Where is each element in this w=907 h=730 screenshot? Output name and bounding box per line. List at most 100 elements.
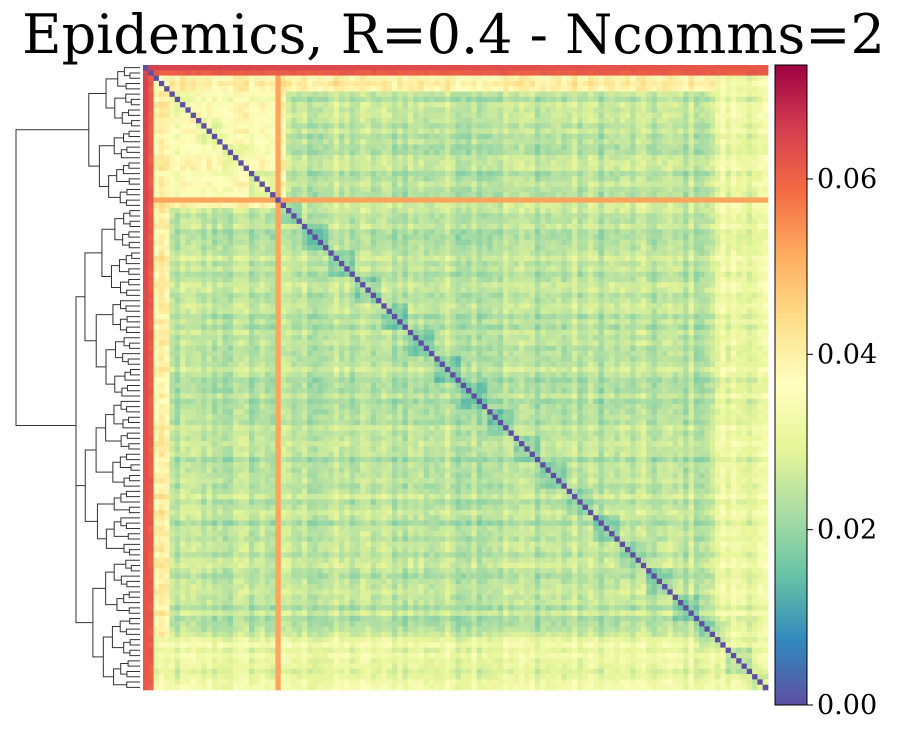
heatmap-cell <box>391 223 398 230</box>
heatmap-cell <box>481 75 488 82</box>
heatmap-cell <box>148 107 154 114</box>
heatmap-cell <box>397 170 403 177</box>
heatmap-cell <box>746 165 753 172</box>
heatmap-cell <box>413 208 419 214</box>
heatmap-cell <box>349 96 356 103</box>
heatmap-cell <box>360 170 366 177</box>
heatmap-cell <box>381 112 387 119</box>
heatmap-cell <box>534 86 541 92</box>
heatmap-cell <box>280 128 287 135</box>
heatmap-cell <box>762 234 769 241</box>
heatmap-cell <box>143 255 149 262</box>
heatmap-cell <box>143 192 149 198</box>
heatmap-cell <box>248 133 255 140</box>
heatmap-cell <box>333 276 340 283</box>
heatmap-cell <box>730 192 737 198</box>
heatmap-cell <box>492 192 499 198</box>
heatmap-cell <box>481 223 488 230</box>
heatmap-cell <box>270 276 276 283</box>
heatmap-cell <box>450 155 456 161</box>
heatmap-cell <box>603 239 610 246</box>
heatmap-cell <box>423 239 430 246</box>
heatmap-cell <box>328 181 335 188</box>
heatmap-cell <box>609 144 615 151</box>
heatmap-cell <box>455 86 462 92</box>
heatmap-cell <box>296 276 303 283</box>
heatmap-cell <box>434 139 440 145</box>
heatmap-cell <box>222 65 229 71</box>
heatmap-cell <box>460 155 467 161</box>
heatmap-cell <box>656 80 663 87</box>
heatmap-cell <box>227 160 234 166</box>
heatmap-cell <box>222 96 229 103</box>
heatmap-cell <box>338 133 345 140</box>
heatmap-cell <box>386 102 393 108</box>
heatmap-cell <box>174 65 181 71</box>
heatmap-cell <box>715 112 721 119</box>
heatmap-cell <box>354 229 361 235</box>
heatmap-cell <box>254 239 260 246</box>
heatmap-cell <box>413 186 419 193</box>
heatmap-cell <box>301 239 308 246</box>
heatmap-cell <box>344 245 350 251</box>
heatmap-cell <box>360 260 366 267</box>
heatmap-cell <box>444 271 451 278</box>
heatmap-cell <box>752 213 758 219</box>
heatmap-cell <box>402 86 409 92</box>
heatmap-cell <box>317 239 324 246</box>
chart-title: Epidemics, R=0.4 - Ncomms=2 <box>22 3 885 66</box>
heatmap-cell <box>227 266 234 272</box>
heatmap-cell <box>158 282 165 288</box>
dendrogram-link <box>115 341 125 359</box>
heatmap-cell <box>519 223 525 230</box>
heatmap-cell <box>450 86 456 92</box>
heatmap-cell <box>508 133 515 140</box>
heatmap-cell <box>439 170 446 177</box>
heatmap-cell <box>487 186 493 193</box>
heatmap-cell <box>307 155 313 161</box>
heatmap-cell <box>524 176 531 182</box>
heatmap-cell <box>460 208 467 214</box>
heatmap-cell <box>238 144 244 151</box>
heatmap-cell <box>248 276 255 283</box>
heatmap-cell <box>376 229 382 235</box>
heatmap-cell <box>402 234 409 241</box>
heatmap-cell <box>270 160 276 166</box>
heatmap-cell <box>211 133 218 140</box>
heatmap-cell <box>699 271 705 278</box>
heatmap-cell <box>180 208 186 214</box>
heatmap-cell <box>746 75 753 82</box>
heatmap-cell <box>587 260 594 267</box>
heatmap-cell <box>227 96 234 103</box>
heatmap-cell <box>757 276 764 283</box>
heatmap-cell <box>519 107 525 114</box>
heatmap-cell <box>508 218 515 225</box>
heatmap-cell <box>545 170 552 177</box>
heatmap-cell <box>264 266 271 272</box>
heatmap-cell <box>598 229 605 235</box>
heatmap-cell <box>158 186 165 193</box>
heatmap-cell <box>148 96 154 103</box>
heatmap-cell <box>450 107 456 114</box>
heatmap-cell <box>280 80 287 87</box>
heatmap-cell <box>413 255 419 262</box>
heatmap-cell <box>466 186 472 193</box>
heatmap-cell <box>550 65 557 71</box>
heatmap-cell <box>370 181 377 188</box>
heatmap-cell <box>434 245 440 251</box>
heatmap-cell <box>312 229 319 235</box>
heatmap-cell <box>280 139 287 145</box>
heatmap-cell <box>508 181 515 188</box>
heatmap-cell <box>662 192 668 198</box>
heatmap-cell <box>630 86 636 92</box>
heatmap-cell <box>307 276 313 283</box>
heatmap-cell <box>699 80 705 87</box>
heatmap-cell <box>720 107 726 114</box>
heatmap-cell <box>280 239 287 246</box>
heatmap-cell <box>572 128 578 135</box>
heatmap-cell <box>286 234 292 241</box>
heatmap-cell <box>582 181 589 188</box>
heatmap-cell <box>577 75 583 82</box>
heatmap-cell <box>635 208 642 214</box>
heatmap-cell <box>195 107 202 114</box>
